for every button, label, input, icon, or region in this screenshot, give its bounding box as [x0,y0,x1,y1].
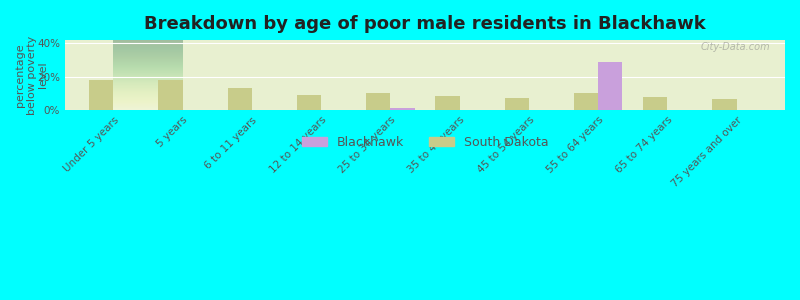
Bar [158,80,182,110]
Bar [435,96,460,110]
Bar [297,95,321,110]
Bar [505,98,529,110]
Bar [366,93,390,110]
Bar [90,80,114,110]
Bar [574,93,598,110]
Bar [712,99,737,110]
Bar [390,108,414,110]
Legend: Blackhawk, South Dakota: Blackhawk, South Dakota [297,131,554,154]
Bar [228,88,252,110]
Bar [643,98,667,110]
Text: City-Data.com: City-Data.com [701,42,770,52]
Title: Breakdown by age of poor male residents in Blackhawk: Breakdown by age of poor male residents … [144,15,706,33]
Y-axis label: percentage
below poverty
level: percentage below poverty level [15,35,48,115]
Bar [598,62,622,110]
